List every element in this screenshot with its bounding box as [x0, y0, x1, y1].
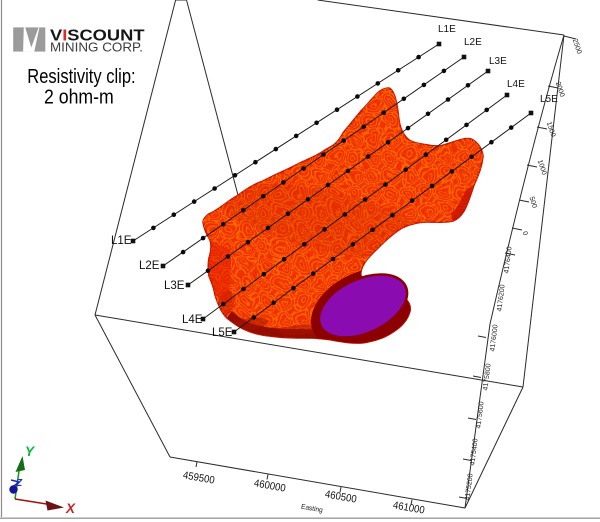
svg-text:460500: 460500: [324, 488, 358, 505]
svg-text:Z: Z: [15, 478, 23, 489]
svg-text:460000: 460000: [253, 477, 287, 494]
svg-text:4175400: 4175400: [469, 438, 479, 466]
svg-text:L4E: L4E: [507, 79, 525, 90]
svg-text:Easting: Easting: [300, 504, 323, 515]
svg-text:L4E: L4E: [182, 314, 203, 326]
svg-text:MINING CORP.: MINING CORP.: [50, 39, 143, 54]
svg-text:Resistivity clip:: Resistivity clip:: [27, 65, 135, 88]
svg-text:L5E: L5E: [540, 94, 558, 105]
svg-text:1500: 1500: [545, 121, 557, 138]
svg-text:0: 0: [521, 231, 529, 237]
svg-text:L1E: L1E: [111, 235, 132, 247]
svg-text:L3E: L3E: [164, 280, 185, 292]
svg-text:L2E: L2E: [464, 37, 482, 48]
svg-text:4176400: 4176400: [503, 246, 513, 274]
svg-text:L2E: L2E: [139, 260, 160, 272]
svg-text:4175200: 4175200: [464, 473, 474, 501]
svg-text:X: X: [65, 501, 76, 516]
svg-text:4176000: 4176000: [489, 324, 499, 352]
svg-text:2 ohm-m: 2 ohm-m: [44, 86, 114, 109]
svg-text:L5E: L5E: [212, 327, 233, 339]
svg-text:459500: 459500: [182, 469, 216, 486]
svg-text:2500: 2500: [571, 38, 583, 55]
svg-text:4175800: 4175800: [482, 363, 492, 391]
svg-text:L3E: L3E: [489, 56, 507, 67]
svg-text:2000: 2000: [554, 81, 566, 98]
svg-text:L1E: L1E: [438, 24, 456, 35]
svg-text:4175600: 4175600: [475, 401, 485, 429]
svg-text:461000: 461000: [392, 499, 426, 516]
svg-text:Y: Y: [25, 444, 36, 459]
svg-text:1000: 1000: [536, 159, 548, 176]
svg-text:4176200: 4176200: [496, 284, 506, 312]
svg-text:500: 500: [527, 196, 537, 209]
